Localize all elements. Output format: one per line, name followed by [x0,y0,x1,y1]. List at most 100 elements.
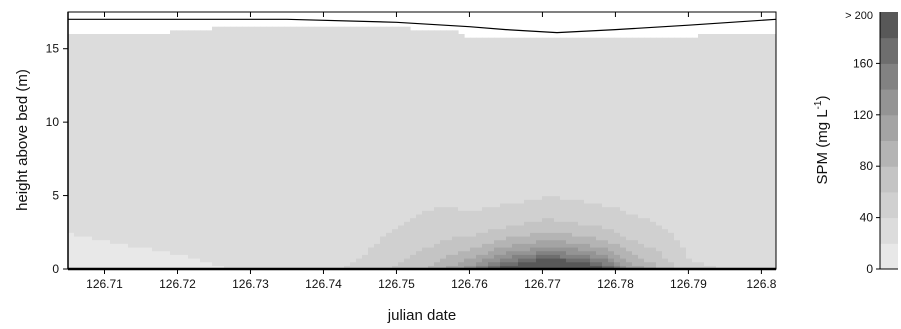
heatmap-cell [458,41,465,46]
heatmap-cell [188,52,195,57]
heatmap-cell [134,177,141,182]
heatmap-cell [356,136,363,142]
heatmap-cell [482,89,489,94]
heatmap-cell [140,210,147,215]
heatmap-cell [422,45,429,50]
heatmap-cell [188,67,195,72]
heatmap-cell [266,74,273,79]
heatmap-cell [422,70,429,76]
heatmap-cell [338,63,345,68]
heatmap-cell [482,63,489,68]
heatmap-cell [422,169,429,175]
heatmap-cell [428,136,435,142]
heatmap-cell [386,89,393,94]
heatmap-cell [386,228,393,233]
heatmap-cell [338,173,345,178]
heatmap-cell [338,136,345,142]
heatmap-cell [182,52,189,57]
heatmap-cell [452,217,459,222]
heatmap-cell [86,151,93,156]
heatmap-cell [158,122,165,127]
heatmap-cell [410,261,417,266]
heatmap-cell [446,67,453,72]
heatmap-cell [260,59,267,64]
heatmap-cell [476,155,483,160]
heatmap-cell [416,118,423,123]
heatmap-cell [338,81,345,87]
heatmap-cell [446,169,453,175]
heatmap-cell [248,41,255,46]
heatmap-cell [116,74,123,79]
heatmap-cell [434,118,441,123]
heatmap-cell [242,246,249,252]
heatmap-cell [368,52,375,57]
heatmap-cell [524,217,531,222]
heatmap-cell [326,250,333,255]
heatmap-cell [170,265,177,269]
heatmap-cell [212,26,219,31]
heatmap-cell [452,166,459,171]
heatmap-cell [356,52,363,57]
heatmap-cell [164,78,171,83]
heatmap-cell [284,188,291,193]
heatmap-cell [194,30,201,35]
heatmap-cell [134,191,141,197]
heatmap-cell [512,191,519,197]
heatmap-cell [272,78,279,83]
heatmap-cell [458,166,465,171]
heatmap-cell [434,162,441,167]
heatmap-cell [290,41,297,46]
heatmap-cell [188,125,195,131]
heatmap-cell [86,129,93,134]
heatmap-cell [398,92,405,98]
heatmap-cell [488,74,495,79]
heatmap-cell [164,74,171,79]
heatmap-cell [380,195,387,200]
heatmap-cell [284,26,291,31]
heatmap-cell [176,122,183,127]
heatmap-cell [218,239,225,244]
heatmap-cell [110,184,117,189]
heatmap-cell [134,151,141,156]
heatmap-cell [362,243,369,248]
heatmap-cell [362,177,369,182]
heatmap-cell [110,114,117,120]
heatmap-cell [176,67,183,72]
heatmap-cell [452,67,459,72]
heatmap-cell [512,195,519,200]
heatmap-cell [338,239,345,244]
heatmap-cell [92,111,99,116]
heatmap-cell [284,67,291,72]
heatmap-cell [230,155,237,160]
heatmap-cell [362,133,369,138]
heatmap-cell [164,243,171,248]
heatmap-cell [68,228,75,233]
heatmap-cell [476,177,483,182]
heatmap-cell [236,206,243,211]
heatmap-cell [470,169,477,175]
heatmap-cell [374,151,381,156]
heatmap-cell [260,81,267,87]
heatmap-cell [326,239,333,244]
heatmap-cell [266,158,273,164]
heatmap-cell [188,122,195,127]
heatmap-cell [272,213,279,219]
heatmap-cell [302,158,309,164]
heatmap-cell [254,103,261,109]
heatmap-cell [320,89,327,94]
heatmap-cell [380,254,387,259]
heatmap-cell [278,34,285,39]
heatmap-cell [104,217,111,222]
heatmap-cell [470,45,477,50]
heatmap-cell [482,144,489,149]
heatmap-cell [182,239,189,244]
heatmap-cell [158,202,165,208]
heatmap-cell [344,217,351,222]
heatmap-cell [482,177,489,182]
heatmap-cell [152,246,159,252]
heatmap-cell [236,63,243,68]
heatmap-cell [134,118,141,123]
heatmap-cell [68,89,75,94]
heatmap-cell [134,125,141,131]
heatmap-cell [458,195,465,200]
